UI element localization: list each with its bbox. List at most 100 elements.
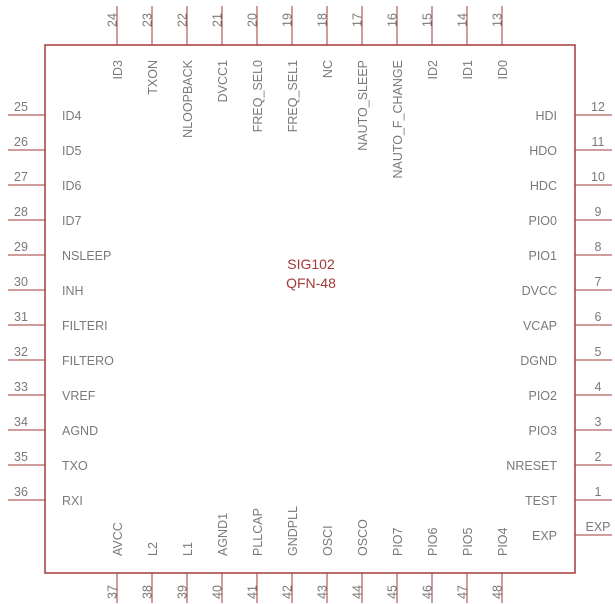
- pin-number-13: 13: [490, 13, 504, 27]
- pin-number-38: 38: [140, 585, 154, 599]
- pin-number-32: 32: [14, 345, 28, 359]
- pin-label-gndpll: GNDPLL: [286, 506, 300, 556]
- pin-label-pio2: PIO2: [529, 389, 558, 403]
- part-package: QFN-48: [286, 275, 336, 291]
- pin-label-id2: ID2: [426, 60, 440, 80]
- pin-number-40: 40: [210, 585, 224, 599]
- pin-label-pio1: PIO1: [529, 249, 558, 263]
- pin-label-pllcap: PLLCAP: [251, 508, 265, 556]
- pin-number-46: 46: [420, 585, 434, 599]
- pin-label-rxi: RXI: [62, 494, 83, 508]
- pin-label-id0: ID0: [496, 60, 510, 80]
- pin-number-2: 2: [595, 450, 602, 464]
- pin-label-nauto_sleep: NAUTO_SLEEP: [356, 60, 370, 151]
- pin-number-17: 17: [350, 13, 364, 27]
- pin-label-id4: ID4: [62, 109, 82, 123]
- pin-label-hdi: HDI: [535, 109, 557, 123]
- pin-label-pio4: PIO4: [496, 527, 510, 556]
- pin-label-vcap: VCAP: [523, 319, 557, 333]
- pin-number-10: 10: [591, 170, 605, 184]
- pin-label-pio0: PIO0: [529, 214, 558, 228]
- pin-number-19: 19: [280, 13, 294, 27]
- pin-label-avcc: AVCC: [111, 522, 125, 556]
- pin-number-22: 22: [175, 13, 189, 27]
- ic-body: [44, 44, 576, 574]
- pin-label-agnd: AGND: [62, 424, 98, 438]
- pin-number-7: 7: [595, 275, 602, 289]
- pin-number-12: 12: [591, 100, 605, 114]
- pin-label-nc: NC: [321, 60, 335, 78]
- pin-label-test: TEST: [525, 494, 557, 508]
- pin-label-id1: ID1: [461, 60, 475, 80]
- pin-number-37: 37: [105, 585, 119, 599]
- pin-label-l1: L1: [181, 542, 195, 556]
- pin-number-45: 45: [385, 585, 399, 599]
- pin-label-exp: EXP: [532, 529, 557, 543]
- pin-number-31: 31: [14, 310, 28, 324]
- pin-number-39: 39: [175, 585, 189, 599]
- pin-label-inh: INH: [62, 284, 84, 298]
- pin-label-l2: L2: [146, 542, 160, 556]
- pin-number-9: 9: [595, 205, 602, 219]
- pin-number-44: 44: [350, 585, 364, 599]
- pin-label-hdc: HDC: [530, 179, 557, 193]
- pin-label-hdo: HDO: [529, 144, 557, 158]
- pin-number-14: 14: [455, 13, 469, 27]
- pin-label-agnd1: AGND1: [216, 513, 230, 556]
- pin-label-id7: ID7: [62, 214, 82, 228]
- pin-label-osco: OSCO: [356, 519, 370, 556]
- pin-number-35: 35: [14, 450, 28, 464]
- pin-number-8: 8: [595, 240, 602, 254]
- pin-label-nreset: NRESET: [506, 459, 557, 473]
- pin-label-id5: ID5: [62, 144, 82, 158]
- pin-number-24: 24: [105, 13, 119, 27]
- pin-label-pio5: PIO5: [461, 527, 475, 556]
- pin-number-30: 30: [14, 275, 28, 289]
- pin-number-5: 5: [595, 345, 602, 359]
- pin-number-11: 11: [592, 135, 605, 149]
- pin-number-4: 4: [595, 380, 602, 394]
- pin-number-28: 28: [14, 205, 28, 219]
- pin-number-20: 20: [245, 13, 259, 27]
- pin-label-pio3: PIO3: [529, 424, 558, 438]
- pin-label-nsleep: NSLEEP: [62, 249, 111, 263]
- pin-number-1: 1: [595, 485, 602, 499]
- pin-number-48: 48: [490, 585, 504, 599]
- pin-label-filtero: FILTERO: [62, 354, 114, 368]
- pin-number-3: 3: [595, 415, 602, 429]
- pin-number-29: 29: [14, 240, 28, 254]
- part-name: SIG102: [287, 256, 335, 272]
- pin-number-21: 21: [210, 13, 224, 27]
- pin-number-18: 18: [315, 13, 329, 27]
- pin-number-47: 47: [455, 585, 469, 599]
- pin-number-6: 6: [595, 310, 602, 324]
- pin-number-23: 23: [140, 13, 154, 27]
- pin-label-txon: TXON: [146, 60, 160, 95]
- pin-number-16: 16: [385, 13, 399, 27]
- pin-label-dvcc1: DVCC1: [216, 60, 230, 102]
- pin-label-nloopback: NLOOPBACK: [181, 59, 195, 137]
- pin-label-nauto_f_change: NAUTO_F_CHANGE: [391, 60, 405, 179]
- pin-number-15: 15: [420, 13, 434, 27]
- pin-number-33: 33: [14, 380, 28, 394]
- pin-label-filteri: FILTERI: [62, 319, 108, 333]
- pins-group: 12HDI11HDO10HDC9PIO08PIO17DVCC6VCAP5DGND…: [8, 6, 612, 603]
- pin-label-pio6: PIO6: [426, 527, 440, 556]
- pin-label-vref: VREF: [62, 389, 96, 403]
- pin-number-43: 43: [315, 585, 329, 599]
- pin-label-osci: OSCI: [321, 525, 335, 556]
- pin-number-26: 26: [14, 135, 28, 149]
- pin-number-34: 34: [14, 415, 28, 429]
- pin-number-41: 41: [245, 585, 259, 599]
- pin-number-25: 25: [14, 100, 28, 114]
- pin-number-27: 27: [14, 170, 28, 184]
- pin-label-id3: ID3: [111, 60, 125, 80]
- pin-label-freq_sel1: FREQ_SEL1: [286, 60, 300, 132]
- pin-label-dvcc: DVCC: [522, 284, 557, 298]
- pin-label-dgnd: DGND: [520, 354, 557, 368]
- pin-number-EXP: EXP: [585, 520, 610, 534]
- pin-label-freq_sel0: FREQ_SEL0: [251, 60, 265, 132]
- pin-number-42: 42: [280, 585, 294, 599]
- pin-label-id6: ID6: [62, 179, 82, 193]
